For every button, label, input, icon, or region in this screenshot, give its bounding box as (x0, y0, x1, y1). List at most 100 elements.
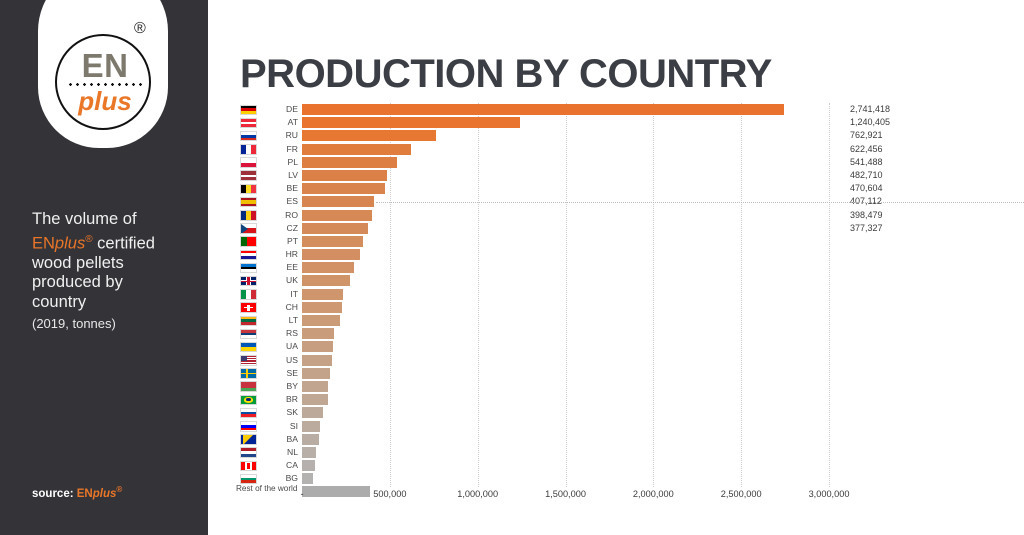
value-label: 398,479 (850, 209, 883, 220)
bar[interactable] (302, 341, 334, 353)
bar[interactable] (302, 209, 372, 221)
bar[interactable] (302, 486, 370, 498)
flag-icon-be (240, 183, 257, 195)
value-label: 762,921 (850, 130, 883, 141)
bar[interactable] (302, 222, 369, 234)
bar[interactable] (302, 473, 313, 485)
bar-row[interactable]: LV 482,710 (236, 169, 896, 182)
bar[interactable] (302, 104, 784, 115)
caption-brand-registered-icon: ® (85, 233, 93, 245)
bar[interactable] (302, 262, 355, 274)
bar[interactable] (302, 130, 437, 142)
bar-row[interactable]: SI (236, 420, 896, 433)
bar-row[interactable]: ES 407,112 (236, 195, 896, 208)
flag-icon-by (240, 381, 257, 392)
flag-icon-pt (240, 236, 257, 247)
value-label: 470,604 (850, 183, 883, 194)
bar-row[interactable]: PT (236, 235, 896, 248)
bar[interactable] (302, 143, 412, 155)
value-label: 622,456 (850, 143, 883, 154)
country-code-label: PL (287, 156, 298, 167)
bar-row[interactable]: BA (236, 433, 896, 446)
bar-row[interactable]: CH (236, 301, 896, 314)
bar[interactable] (302, 380, 328, 392)
flag-icon-si (240, 421, 257, 432)
flag-icon-nl (240, 447, 257, 458)
bar-row[interactable]: US (236, 354, 896, 367)
x-axis-tick-label: 2,500,000 (720, 489, 762, 499)
bar[interactable] (302, 328, 335, 340)
sidebar-panel: EN plus ® The volume of ENplus® certifie… (0, 0, 208, 535)
bar-row[interactable]: CZ 377,327 (236, 222, 896, 235)
flag-icon-cz (240, 223, 257, 234)
bar[interactable] (302, 249, 360, 261)
bar[interactable] (302, 460, 315, 472)
bar[interactable] (302, 354, 333, 366)
country-code-label: HR (285, 249, 298, 260)
flag-icon-uk (240, 275, 257, 287)
bar-row[interactable]: CA (236, 459, 896, 472)
caption-year-units: (2019, tonnes) (32, 316, 116, 331)
flag-icon-ua (240, 341, 257, 353)
bar[interactable] (302, 235, 363, 247)
bar-row[interactable]: FR 622,456 (236, 143, 896, 156)
flag-icon-lv (240, 170, 257, 181)
bar-row[interactable]: EE (236, 261, 896, 274)
bar-row[interactable]: BY (236, 380, 896, 393)
bar-row[interactable]: RS (236, 327, 896, 340)
flag-icon-ch (240, 302, 257, 313)
bar[interactable] (302, 117, 520, 129)
bar-row[interactable]: UA (236, 340, 896, 353)
x-axis: - 500,000 1,000,000 1,500,000 2,000,000 2,500… (236, 489, 916, 509)
bar-row[interactable]: SE (236, 367, 896, 380)
bar-row[interactable]: PL 541,488 (236, 156, 896, 169)
bar-row[interactable]: BE 470,604 (236, 182, 896, 195)
bar[interactable] (302, 156, 398, 168)
bar-row[interactable]: SK (236, 406, 896, 419)
caption-line-1: The volume of (32, 210, 137, 228)
grid-line (741, 103, 743, 487)
grid-line (565, 103, 567, 487)
bar-row[interactable]: BR (236, 393, 896, 406)
flag-icon-de (240, 104, 257, 115)
bar-row[interactable]: UK (236, 274, 896, 287)
bar-row[interactable]: RU 762,921 (236, 129, 896, 142)
bar[interactable] (302, 407, 324, 419)
bar[interactable] (302, 420, 321, 432)
bar[interactable] (302, 275, 350, 287)
country-code-label: SI (289, 420, 298, 431)
country-code-label: LT (288, 315, 298, 325)
bar[interactable] (302, 183, 385, 195)
bar-row[interactable]: NL (236, 446, 896, 459)
grid-line (829, 103, 830, 487)
bar[interactable] (302, 446, 317, 458)
bar-row[interactable]: IT (236, 288, 896, 301)
bar[interactable] (302, 288, 344, 300)
bar[interactable] (302, 196, 374, 208)
flag-icon-ru (240, 130, 257, 142)
country-code-label: BY (286, 380, 298, 391)
bar-row[interactable]: BG (236, 472, 896, 485)
flag-icon-sk (240, 407, 257, 419)
flag-icon-at (240, 117, 257, 129)
chart-title: PRODUCTION BY COUNTRY (240, 52, 772, 96)
enplus-logo: EN plus ® (38, 0, 168, 148)
horizontal-grid-line (376, 202, 1024, 203)
bar-row[interactable]: HR (236, 248, 896, 261)
bar-row[interactable]: Rest of the world (236, 484, 896, 498)
bar[interactable] (302, 433, 320, 445)
bar[interactable] (302, 394, 328, 406)
bar[interactable] (302, 315, 340, 326)
bar-row[interactable]: RO 398,479 (236, 209, 896, 222)
country-code-label: UA (286, 341, 298, 352)
logo-en-text: EN (81, 47, 129, 84)
bar[interactable] (302, 301, 343, 313)
bar-row[interactable]: AT 1,240,405 (236, 116, 896, 129)
bar-row[interactable]: LT (236, 314, 896, 327)
bar-row[interactable]: DE 2,741,418 (236, 103, 896, 116)
x-axis-tick-label: 500,000 (373, 489, 407, 499)
country-code-label: PT (287, 235, 298, 246)
bar[interactable] (302, 169, 387, 181)
flag-icon-ro (240, 210, 257, 221)
bar[interactable] (302, 367, 331, 379)
